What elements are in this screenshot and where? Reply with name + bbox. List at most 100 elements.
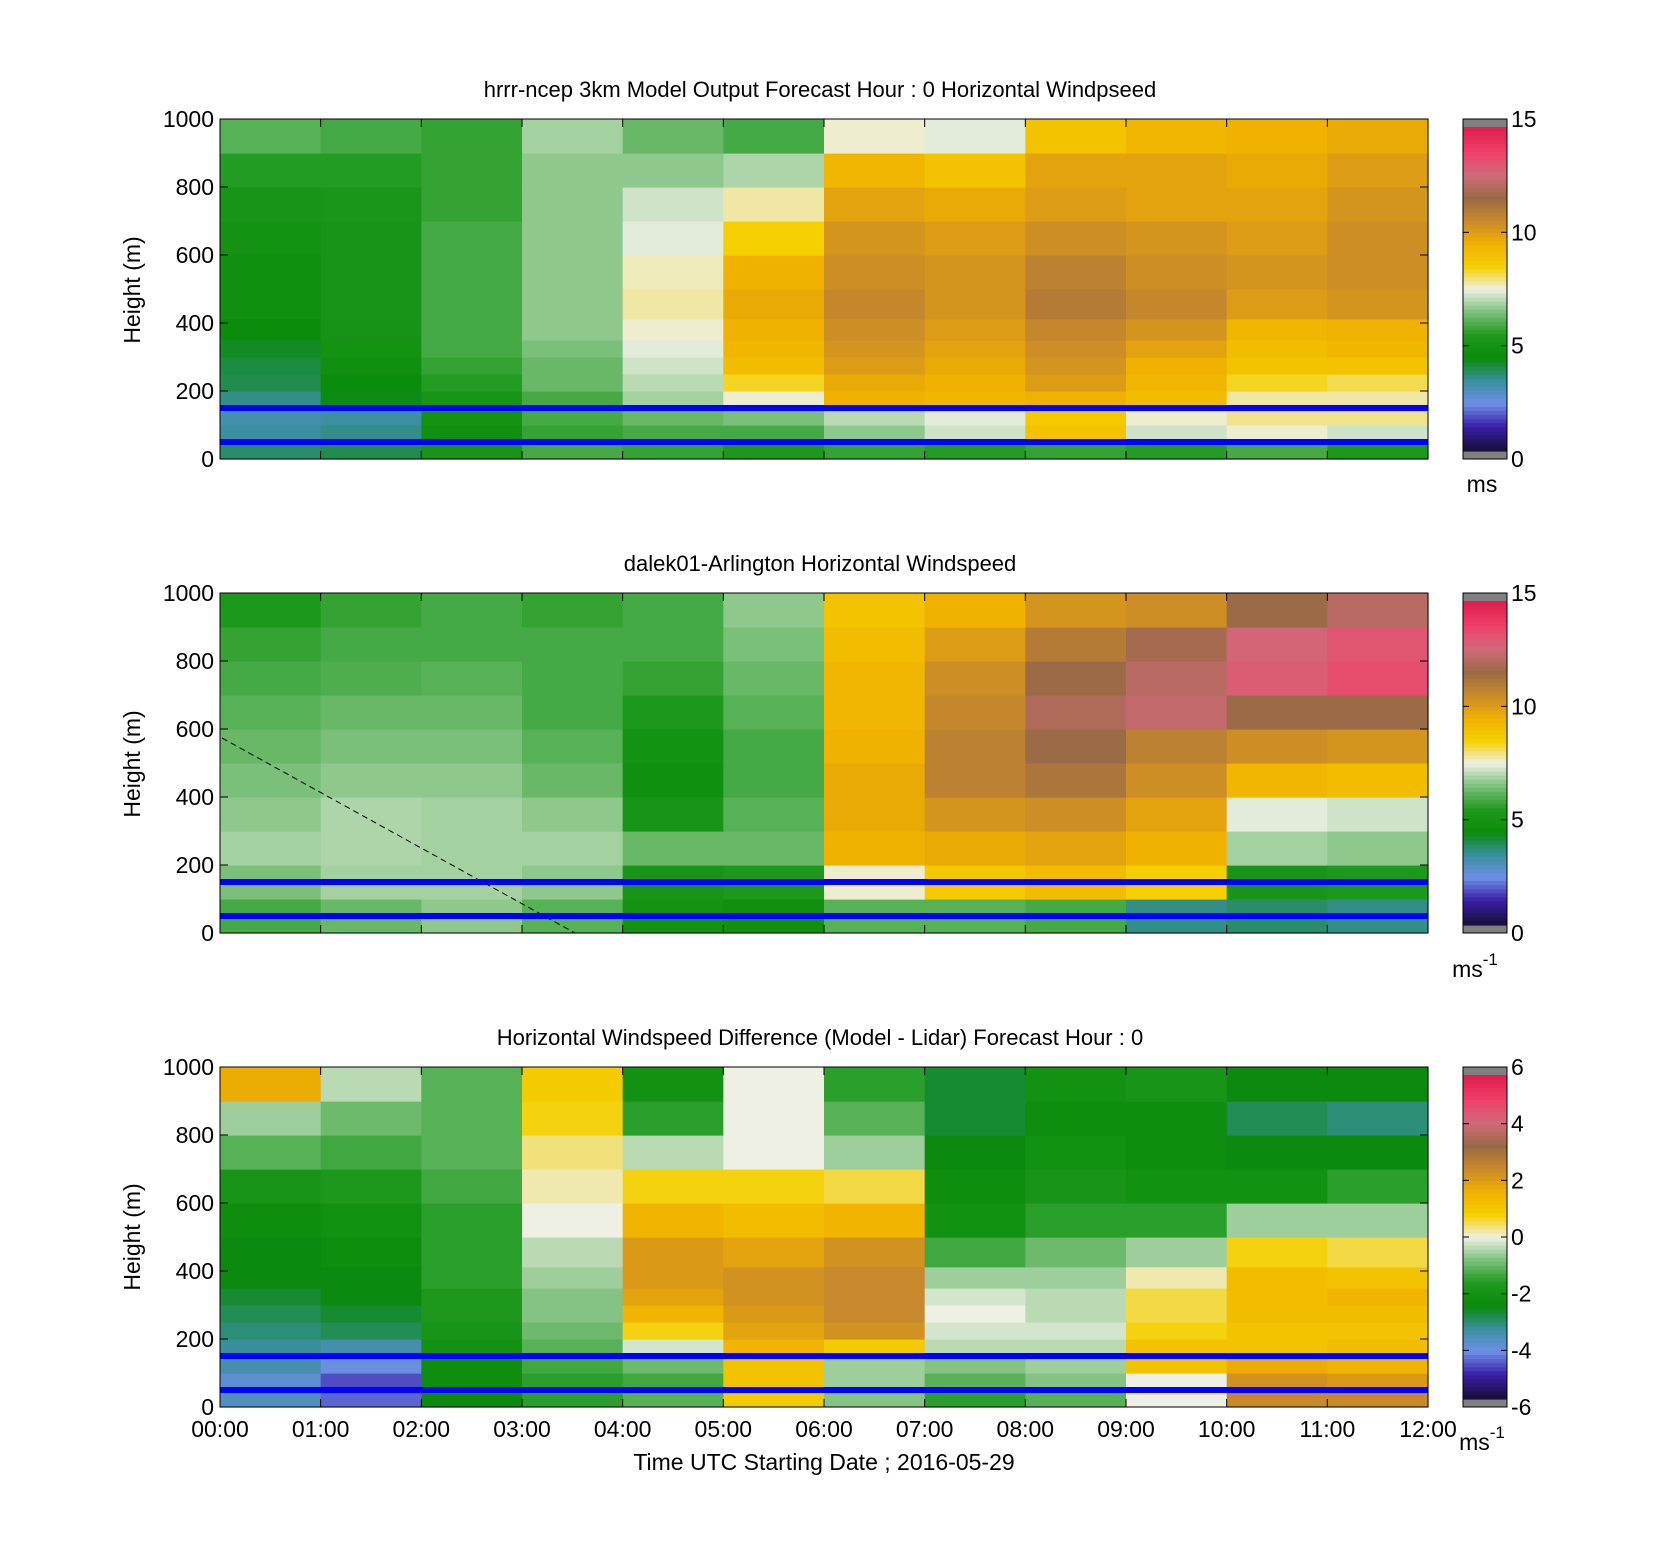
colorbar-tick-label: -2 [1511, 1281, 1531, 1307]
heatmap-cell [1226, 1067, 1328, 1102]
heatmap-cell [522, 1288, 624, 1306]
colorbar-swatch [1463, 1123, 1507, 1129]
heatmap-cell [421, 1305, 523, 1323]
heatmap-cell [924, 1266, 1026, 1289]
colorbar-tick-label: -4 [1511, 1337, 1532, 1363]
panel-model-reference-lines [220, 405, 1428, 445]
heatmap-cell [924, 374, 1026, 392]
colorbar-swatch [1463, 775, 1507, 780]
heatmap-cell [824, 831, 926, 866]
colorbar-swatch [1463, 365, 1507, 371]
colorbar-swatch [1463, 844, 1507, 849]
heatmap-cell [1025, 1339, 1127, 1357]
colorbar-swatch [1463, 1390, 1507, 1396]
heatmap-cell [723, 425, 825, 443]
heatmap-cell [824, 797, 926, 832]
panel-difference-reference-lines [220, 1353, 1428, 1393]
heatmap-cell [1226, 593, 1328, 628]
heatmap-cell [1126, 729, 1228, 764]
panel-lidar-title: dalek01-Arlington Horizontal Windspeed [624, 551, 1017, 576]
colorbar-swatch [1463, 1338, 1507, 1343]
heatmap-cell [1226, 1339, 1328, 1357]
colorbar-swatch [1463, 382, 1507, 387]
heatmap-cell [522, 425, 624, 443]
heatmap-cell [1025, 119, 1127, 154]
heatmap-cell [522, 661, 624, 696]
heatmap-cell [522, 374, 624, 392]
heatmap-cell [924, 318, 1026, 341]
y-tick-label: 200 [176, 1326, 214, 1352]
colorbar-swatch [1463, 248, 1507, 254]
heatmap-cell [1025, 729, 1127, 764]
colorbar-frame [1462, 118, 1508, 460]
colorbar-swatch [1463, 284, 1507, 290]
heatmap-cell [1327, 1373, 1429, 1391]
heatmap-cell [924, 1101, 1026, 1136]
colorbar-swatch [1463, 1135, 1507, 1141]
heatmap-cell [1126, 1237, 1228, 1268]
heatmap-cell [220, 442, 322, 460]
panel-lidar-colorbar-unit: ms-1 [1452, 950, 1498, 982]
colorbar-swatch [1463, 252, 1507, 258]
colorbar-swatch [1463, 839, 1507, 845]
y-tick-label: 600 [176, 1190, 214, 1216]
y-tick-label: 600 [176, 716, 214, 742]
colorbar-swatch [1463, 908, 1507, 914]
colorbar-tick-label: 0 [1511, 446, 1524, 472]
heatmap-cell [1327, 763, 1429, 798]
heatmap-cell [522, 221, 624, 256]
heatmap-cell [320, 119, 422, 154]
colorbar-swatch [1463, 637, 1507, 643]
heatmap-cell [622, 357, 724, 375]
heatmap-cell [421, 1169, 523, 1204]
heatmap-cell [320, 221, 422, 256]
colorbar-swatch [1463, 819, 1507, 825]
colorbar-over-cap [1463, 1067, 1507, 1075]
colorbar-swatch [1463, 1160, 1507, 1165]
panel-lidar-reference-lines [220, 879, 1428, 919]
colorbar-swatch [1463, 289, 1507, 294]
heatmap-cell [1126, 1356, 1228, 1374]
heatmap-cell [220, 340, 322, 358]
heatmap-cell [924, 1135, 1026, 1170]
heatmap-cell [824, 187, 926, 222]
heatmap-cell [320, 1266, 422, 1289]
heatmap-cell [622, 1339, 724, 1357]
heatmap-cell [1025, 425, 1127, 443]
colorbar-swatch [1463, 1354, 1507, 1360]
heatmap-cell [1327, 340, 1429, 358]
colorbar-swatch [1463, 686, 1507, 691]
heatmap-cell [421, 627, 523, 662]
colorbar-swatch [1463, 402, 1507, 408]
heatmap-cell [723, 442, 825, 460]
colorbar-swatch [1463, 127, 1507, 132]
colorbar-swatch [1463, 183, 1507, 189]
colorbar-swatch [1463, 280, 1507, 286]
colorbar-swatch [1463, 317, 1507, 322]
heatmap-cell [622, 1266, 724, 1289]
heatmap-cell [723, 187, 825, 222]
heatmap-cell [220, 374, 322, 392]
heatmap-cell [522, 1067, 624, 1102]
panel-difference-ylabel: Height (m) [119, 1183, 145, 1290]
heatmap-cell [1126, 627, 1228, 662]
y-tick-label: 800 [176, 174, 214, 200]
colorbar-swatch [1463, 357, 1507, 363]
colorbar-swatch [1463, 220, 1507, 225]
heatmap-cell [924, 119, 1026, 154]
colorbar-swatch [1463, 422, 1507, 428]
colorbar-tick-label: 2 [1511, 1167, 1524, 1193]
heatmap-cell [421, 1135, 523, 1170]
heatmap-cell [1025, 763, 1127, 798]
heatmap-cell [1226, 425, 1328, 443]
colorbar-swatch [1463, 199, 1507, 205]
panel-model-colorbar-unit: ms [1467, 471, 1498, 497]
heatmap-cell [824, 763, 926, 798]
heatmap-cell [723, 797, 825, 832]
heatmap-cell [723, 408, 825, 426]
heatmap-cell [522, 1373, 624, 1391]
colorbar-swatch [1463, 758, 1507, 764]
colorbar-swatch [1463, 1382, 1507, 1388]
heatmap-cell [421, 593, 523, 628]
